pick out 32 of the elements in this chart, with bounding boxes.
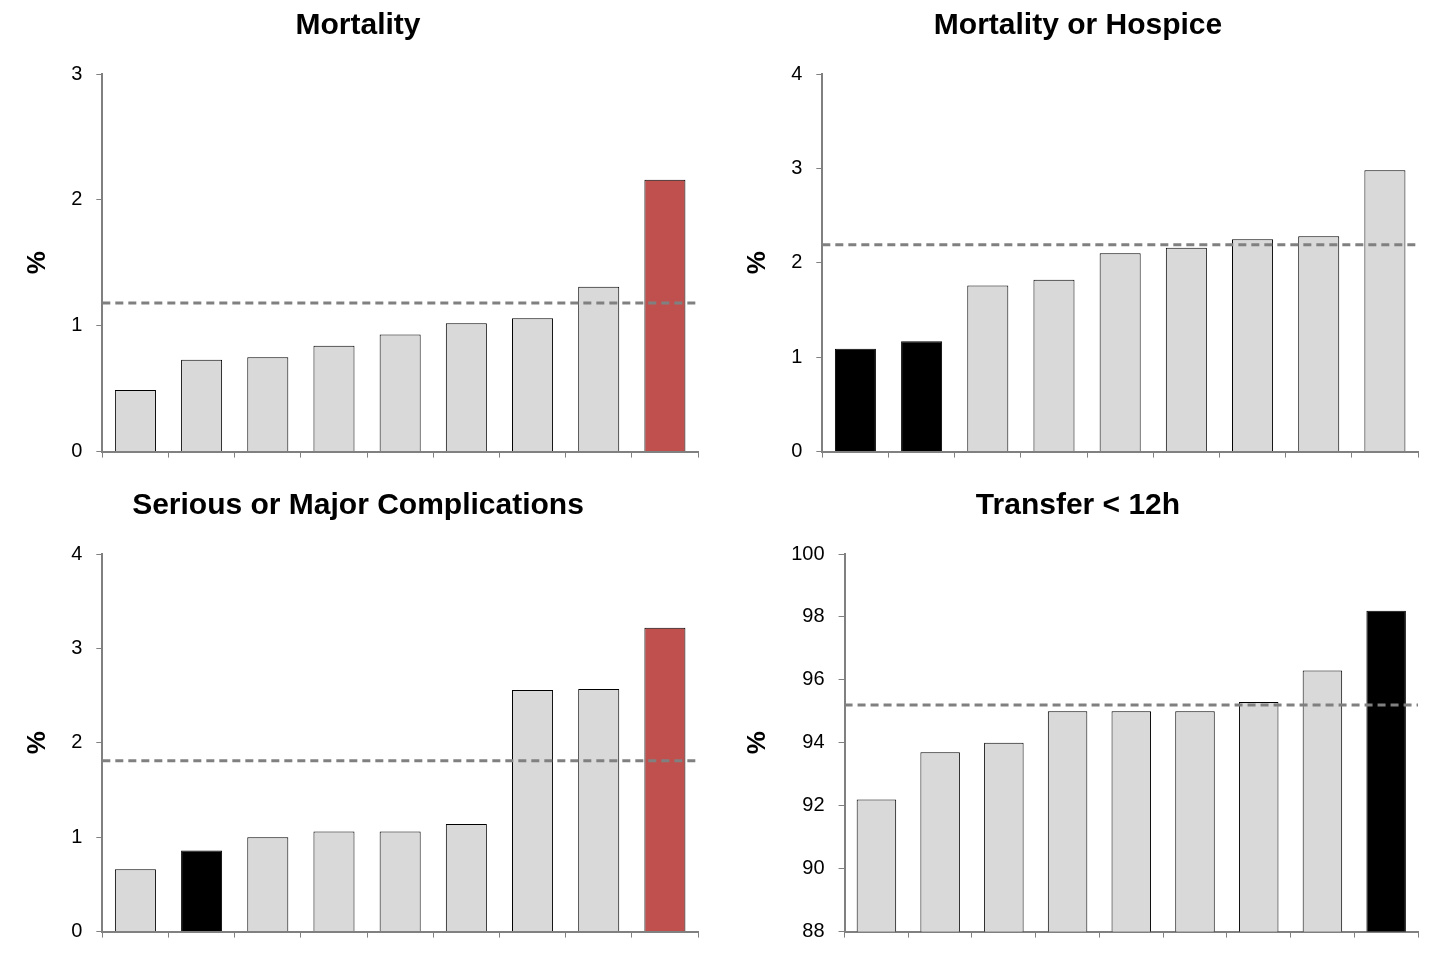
y-tick-label: 98 [802,604,825,627]
y-tick-label: 4 [71,541,83,564]
chart-title: Transfer < 12h [975,487,1181,521]
y-tick-label: 0 [71,919,83,942]
y-tick-label: 94 [802,730,825,753]
chart-title: Mortality or Hospice [933,7,1223,41]
bar [901,341,943,452]
bar [181,850,223,932]
y-tick-label: 96 [802,667,825,690]
y-tick-label: 3 [791,155,803,178]
y-tick-label: 92 [802,793,825,816]
y-tick-label: 0 [791,439,803,462]
y-axis-title: % [20,731,51,755]
y-tick-label: 3 [71,635,83,658]
y-tick-label: 1 [71,313,83,336]
y-tick-label: 100 [791,541,825,564]
y-tick-label: 0 [71,439,83,462]
chart-title: Mortality [295,7,421,41]
y-tick-label: 2 [71,187,83,210]
y-axis-title: % [740,251,771,275]
y-tick-label: 4 [791,61,803,84]
y-tick-label: 2 [71,730,83,753]
bar [834,348,876,452]
y-tick-label: 88 [802,919,825,942]
y-tick-label: 2 [791,250,803,273]
y-tick-label: 1 [791,344,803,367]
y-tick-label: 1 [71,824,83,847]
y-axis-title: % [20,251,51,275]
y-axis-title: % [740,731,771,755]
chart-title: Serious or Major Complications [132,487,584,521]
y-tick-label: 3 [71,61,83,84]
y-tick-label: 90 [802,856,825,879]
